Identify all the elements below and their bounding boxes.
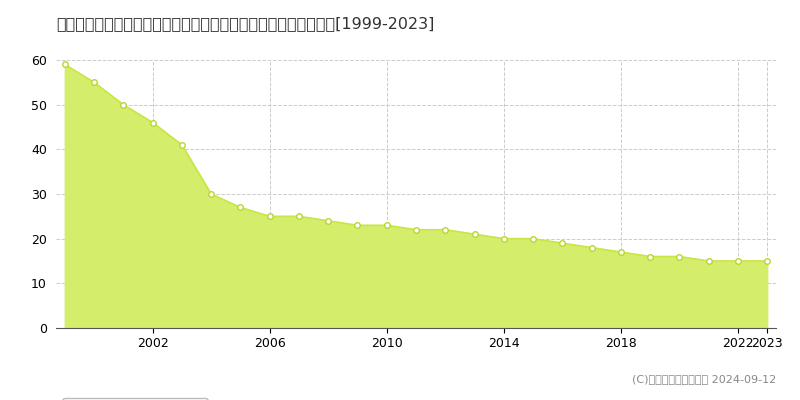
Text: 三重県熊野市井戸町字丸山６５３番１９外　地価公示　地価推移[1999-2023]: 三重県熊野市井戸町字丸山６５３番１９外 地価公示 地価推移[1999-2023] <box>56 16 434 31</box>
Text: (C)土地価格ドットコム 2024-09-12: (C)土地価格ドットコム 2024-09-12 <box>632 374 776 384</box>
Legend: 地価公示 平均坤単価(万円/坤): 地価公示 平均坤単価(万円/坤) <box>62 398 208 400</box>
